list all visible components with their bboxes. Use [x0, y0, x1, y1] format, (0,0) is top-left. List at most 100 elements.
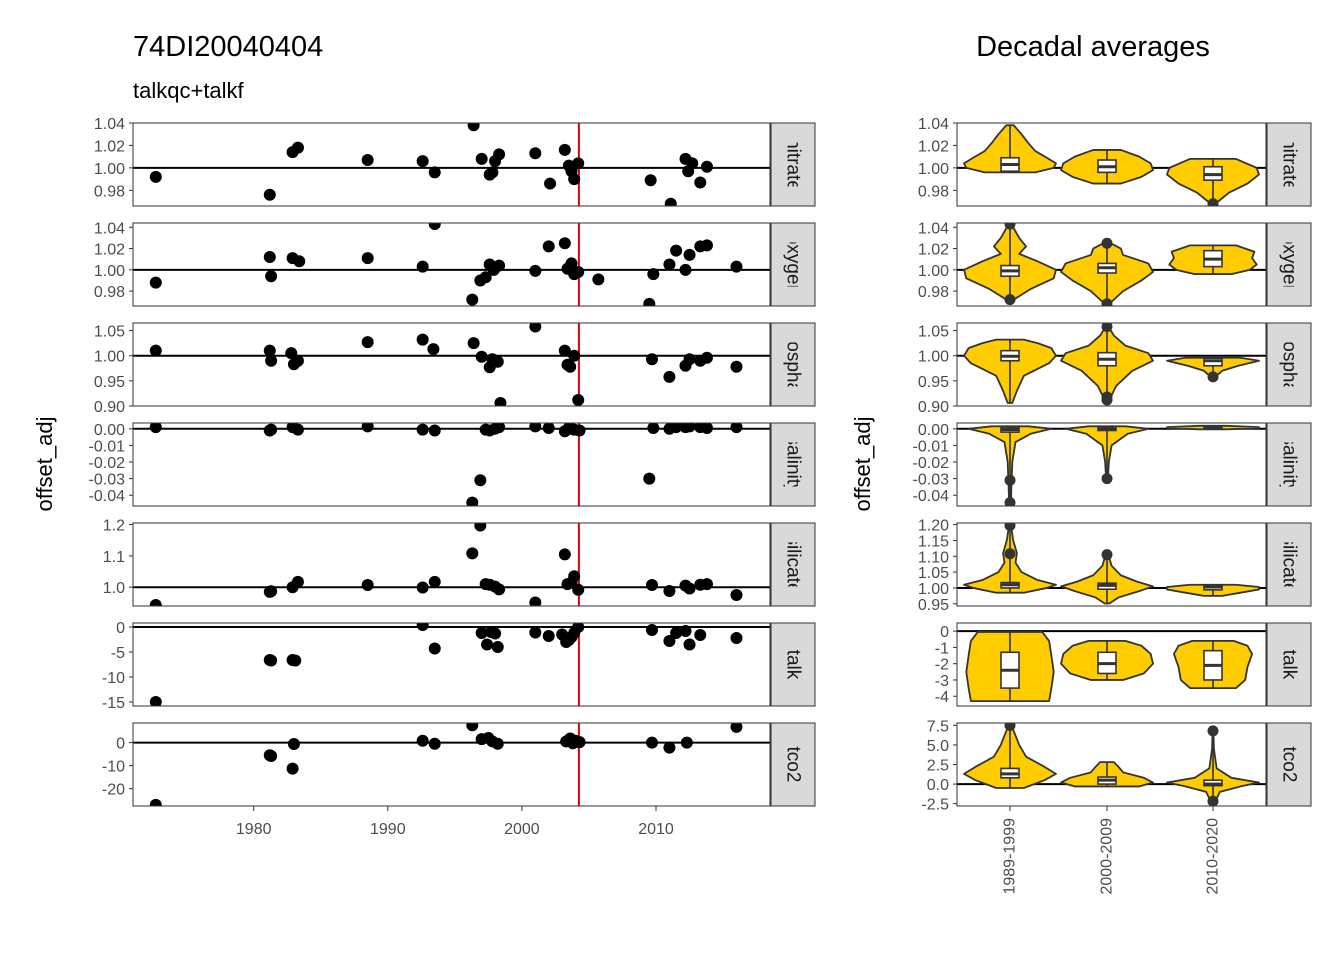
- data-point-talk-6: [428, 642, 441, 655]
- y-tick-label: 1.02: [918, 138, 949, 155]
- violin-panel-salinity: 0.00-0.01-0.02-0.03-0.04 salinity: [913, 422, 1312, 507]
- panel-content: [133, 423, 770, 506]
- y-tick-label: 0.00: [94, 422, 125, 439]
- data-point-oxygen-13: [493, 259, 506, 272]
- panel-content: [133, 623, 770, 706]
- y-tick-label: -0.04: [913, 488, 950, 505]
- outlier-point-1: [1207, 725, 1219, 737]
- scatter-panel-tco2: 0 -10 -20 tco2: [102, 722, 816, 807]
- data-point-oxygen-16: [558, 237, 571, 250]
- data-point-phosphate-10: [475, 350, 488, 363]
- data-point-oxygen-21: [592, 273, 605, 286]
- panel-border: [132, 722, 771, 807]
- panel-content: [957, 523, 1266, 605]
- violin-panel-phosphate: 0.90 0.95 1.00 1.05 phosphate: [918, 322, 1312, 416]
- data-point-nitrate-7: [467, 123, 480, 132]
- strip-label-silicate: silicate: [1279, 535, 1300, 593]
- y-tick-label: -0.04: [89, 488, 126, 505]
- data-point-salinity-14: [529, 423, 542, 433]
- x-tick-label: 2010: [638, 821, 674, 838]
- data-point-oxygen-15: [542, 240, 555, 253]
- data-point-tco2-16: [573, 736, 586, 749]
- strip-tco2: [770, 722, 816, 807]
- y-tick-label: 0.90: [94, 399, 125, 416]
- strip-label-tco2: tco2: [783, 747, 804, 783]
- data-point-salinity-29: [730, 423, 743, 434]
- y-tick-label: 0.98: [94, 284, 125, 301]
- strip-label-silicate: silicate: [783, 535, 804, 593]
- y-tick-label: -0.01: [89, 438, 126, 455]
- left-subtitle: talkqc+talkf: [133, 78, 245, 103]
- panel-background: [133, 623, 770, 706]
- data-point-talk-25: [694, 629, 707, 641]
- panel-border: [956, 122, 1267, 207]
- data-point-silicate-15: [558, 548, 571, 561]
- data-point-salinity-2: [265, 423, 278, 436]
- strip-tco2: [1266, 722, 1312, 807]
- left-y-axis-label: offset_adj: [32, 416, 57, 511]
- data-point-oxygen-26: [679, 263, 692, 276]
- y-tick-label: 1.10: [918, 549, 949, 566]
- data-point-oxygen-1: [263, 251, 276, 264]
- y-tick-label: 1.04: [94, 220, 125, 237]
- data-point-phosphate-1: [263, 344, 276, 357]
- outlier-point-0: [1207, 795, 1219, 806]
- data-point-phosphate-26: [700, 351, 713, 364]
- panel-content: [133, 723, 770, 806]
- data-point-talk-8: [481, 638, 494, 651]
- panel-content: [957, 223, 1266, 306]
- data-point-talk-24: [683, 638, 696, 651]
- data-point-oxygen-22: [643, 297, 656, 306]
- data-point-tco2-6: [428, 737, 441, 750]
- data-point-silicate-20: [645, 579, 658, 592]
- data-point-tco2-5: [416, 734, 429, 747]
- panel-content: [133, 523, 770, 606]
- y-tick-label: 1.1: [103, 549, 125, 566]
- y-tick-label: 1.04: [918, 116, 949, 133]
- x-tick-label: 1980: [236, 821, 272, 838]
- data-point-talk-4: [289, 654, 302, 667]
- y-tick-label: -10: [102, 759, 125, 776]
- data-point-tco2-18: [663, 741, 676, 754]
- y-tick-label: 0.95: [918, 374, 949, 391]
- data-point-phosphate-14: [494, 396, 507, 406]
- strip-label-salinity: salinity: [783, 435, 804, 494]
- strip-label-phosphate: phosphate: [783, 320, 804, 409]
- data-point-nitrate-3: [291, 141, 304, 154]
- data-point-phosphate-8: [427, 343, 440, 356]
- data-point-phosphate-5: [291, 354, 304, 367]
- strip-label-tco2: tco2: [1279, 747, 1300, 783]
- data-point-oxygen-4: [293, 255, 306, 268]
- left-x-axis: 1980 1990 2000 2010: [236, 806, 674, 838]
- data-point-nitrate-12: [493, 148, 506, 161]
- data-point-tco2-20: [730, 723, 743, 733]
- y-tick-label: 1.15: [918, 533, 949, 550]
- y-tick-label: 1.02: [918, 242, 949, 259]
- scatter-panel-oxygen: 0.98 1.00 1.02 1.04 oxygen: [94, 220, 816, 307]
- y-tick-label: 1.05: [918, 324, 949, 341]
- data-point-silicate-6: [416, 581, 429, 594]
- data-point-tco2-4: [287, 737, 300, 750]
- data-point-salinity-15: [542, 423, 555, 434]
- data-point-tco2-11: [491, 737, 504, 750]
- data-point-talk-5: [416, 623, 429, 631]
- y-tick-label: 1.05: [94, 324, 125, 341]
- violin-panel-tco2: 7.5 5.0 2.5 0.0 -2.5 tco2: [921, 718, 1312, 814]
- strip-oxygen: [1266, 222, 1312, 307]
- y-tick-label: 2.5: [927, 758, 949, 775]
- data-point-talk-10: [489, 627, 502, 640]
- y-tick-label: -4: [935, 689, 949, 706]
- panel-border: [956, 622, 1267, 707]
- panel-border: [132, 222, 771, 307]
- scatter-panel-phosphate: 0.90 0.95 1.00 1.05 phosphate: [94, 320, 816, 416]
- y-tick-label: 7.5: [927, 718, 949, 735]
- data-point-oxygen-24: [663, 258, 676, 271]
- y-tick-label: -0.03: [89, 472, 126, 489]
- panel-content: [957, 124, 1266, 206]
- data-point-silicate-21: [663, 584, 676, 597]
- y-tick-label: -1: [935, 640, 949, 657]
- strip-phosphate: [770, 322, 816, 407]
- strip-label-nitrate: nitrate: [783, 138, 804, 191]
- outlier-point-0: [1004, 723, 1016, 731]
- data-point-oxygen-7: [428, 223, 441, 231]
